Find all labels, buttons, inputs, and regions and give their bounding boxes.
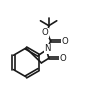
Text: O: O	[61, 37, 68, 46]
Text: O: O	[41, 28, 48, 37]
Text: N: N	[44, 44, 51, 53]
Text: O: O	[59, 54, 66, 63]
